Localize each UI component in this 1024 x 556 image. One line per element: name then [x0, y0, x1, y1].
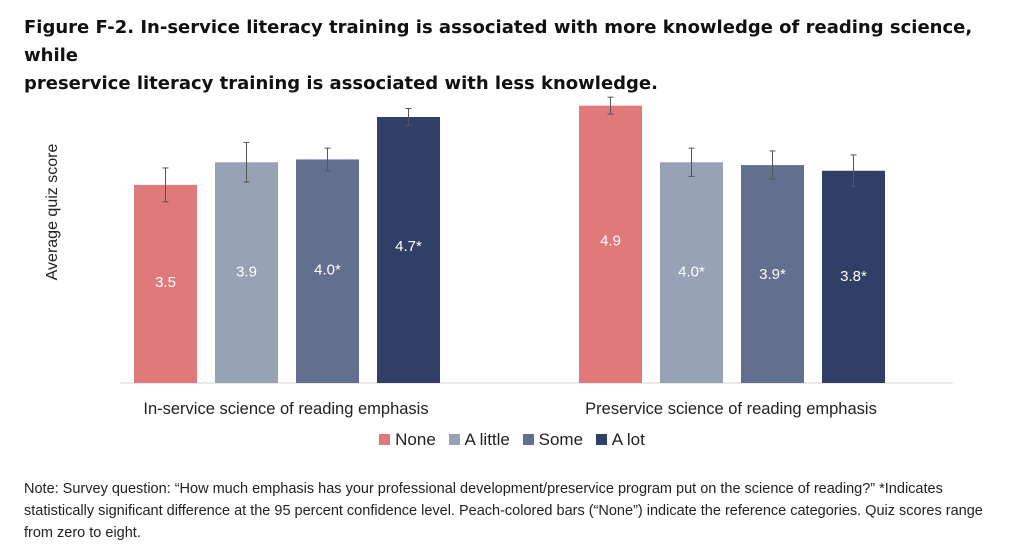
bar-preservice-a-little [660, 162, 723, 383]
legend-swatch-none [379, 434, 391, 445]
chart-title-line-2: preservice literacy training is associat… [24, 73, 658, 94]
error-bar-preservice-a-lot [850, 154, 857, 188]
chart-title: Figure F-2. In-service literacy training… [24, 14, 1004, 98]
data-label-in-service-a-lot: 4.7* [395, 238, 422, 255]
data-label-in-service-some: 4.0* [314, 261, 341, 278]
legend-item-a-lot: A lot [595, 430, 645, 450]
legend-swatch-a-lot [595, 434, 607, 445]
footnote: Note: Survey question: “How much emphasi… [24, 481, 983, 541]
error-bar-in-service-some [324, 147, 331, 172]
error-bar-in-service-a-lot [405, 107, 412, 126]
bar-in-service-none [134, 184, 197, 383]
legend-item-some: Some [522, 430, 584, 450]
data-label-in-service-a-little: 3.9 [236, 263, 257, 280]
data-label-preservice-a-little: 4.0* [678, 263, 705, 280]
error-bar-preservice-none [607, 96, 614, 115]
legend-swatch-some [522, 434, 534, 445]
legend-swatch-a-little [448, 434, 460, 445]
bar-in-service-a-little [215, 162, 278, 383]
bar-in-service-a-lot [377, 116, 440, 383]
chart-title-line-1: Figure F-2. In-service literacy training… [24, 17, 973, 66]
data-label-preservice-some: 3.9* [759, 266, 786, 283]
data-label-in-service-none: 3.5 [155, 274, 176, 291]
error-bar-preservice-a-little [688, 147, 695, 177]
bar-preservice-none [579, 105, 642, 383]
legend-label-none: None [395, 430, 436, 449]
legend-item-a-little: A little [448, 430, 510, 450]
legend: None A little Some A lot [0, 430, 1024, 450]
bar-chart: Average quiz score 3.5 4.9 3.9 4.0* 4.0* 3.9*… [44, 96, 953, 418]
bar-layer: 3.5 4.9 3.9 4.0* 4.0* 3.9* 4.7* 3.8* [134, 96, 885, 383]
group-label-in-service: In-service science of reading emphasis [143, 400, 428, 418]
data-label-preservice-none: 4.9 [600, 233, 621, 250]
error-bar-in-service-a-little [243, 141, 250, 183]
error-bar-preservice-some [769, 150, 776, 180]
legend-label-a-little: A little [464, 430, 510, 449]
data-label-preservice-a-lot: 3.8* [840, 268, 867, 285]
bar-preservice-a-lot [822, 170, 885, 383]
legend-label-a-lot: A lot [611, 430, 645, 449]
error-bar-in-service-none [162, 167, 169, 203]
y-axis-label: Average quiz score [44, 144, 61, 281]
group-label-preservice: Preservice science of reading emphasis [585, 400, 877, 418]
legend-label-some: Some [538, 430, 584, 449]
bar-preservice-some [741, 165, 804, 383]
bar-in-service-some [296, 159, 359, 383]
legend-item-none: None [379, 430, 436, 450]
